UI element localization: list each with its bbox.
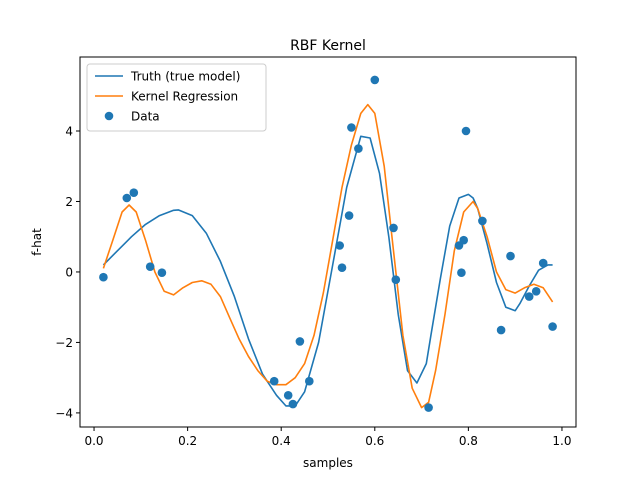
- data-point: [335, 241, 345, 250]
- y-tick-label: −2: [55, 336, 73, 350]
- x-axis-label: samples: [303, 456, 353, 470]
- legend-label: Truth (true model): [130, 70, 240, 84]
- y-tick-label: 0: [65, 265, 73, 279]
- series-line-1: [102, 103, 554, 409]
- y-tick-label: 2: [65, 195, 73, 209]
- legend-label: Kernel Regression: [131, 90, 238, 104]
- legend: Truth (true model) Kernel Regression Data: [86, 63, 267, 132]
- data-point: [288, 399, 298, 409]
- plot-frame: [79, 56, 577, 428]
- series-layer: [99, 75, 557, 412]
- data-point: [548, 322, 557, 331]
- chart-title: RBF Kernel: [290, 38, 366, 54]
- x-tick-label: 0.6: [365, 434, 384, 448]
- data-point: [344, 211, 354, 220]
- data-point: [157, 268, 167, 278]
- series-line-0: [102, 135, 553, 407]
- data-point: [506, 251, 515, 261]
- data-point: [524, 292, 534, 301]
- data-point: [389, 223, 398, 233]
- data-point: [354, 144, 363, 153]
- legend-frame: [86, 63, 267, 132]
- data-point: [99, 272, 108, 282]
- data-point: [347, 123, 356, 132]
- data-point: [129, 188, 139, 197]
- y-tick-label: 4: [65, 125, 73, 139]
- data-point: [370, 75, 380, 85]
- x-tick-label: 0.0: [84, 434, 103, 448]
- data-point: [424, 403, 433, 412]
- data-point: [295, 337, 305, 346]
- data-point: [478, 216, 487, 226]
- data-point: [305, 376, 314, 386]
- x-tick-label: 0.8: [459, 434, 478, 448]
- data-point: [531, 287, 541, 296]
- x-tick-label: 1.0: [552, 434, 571, 448]
- data-point: [391, 275, 401, 285]
- legend-label: Data: [131, 110, 160, 124]
- data-point: [283, 391, 293, 400]
- data-point: [459, 235, 469, 245]
- data-point: [337, 263, 347, 273]
- data-point: [122, 193, 132, 203]
- legend-swatch-marker: [104, 111, 114, 121]
- axes-layer: 0.0 0.2 0.4 0.6 0.8 1.0 −4 −2 0 2 4: [55, 125, 571, 449]
- y-axis-label: f-hat: [30, 228, 44, 256]
- data-point: [145, 262, 155, 272]
- y-tick-label: −4: [55, 406, 73, 420]
- x-tick-label: 0.2: [178, 434, 197, 448]
- data-point: [538, 258, 548, 268]
- x-tick-label: 0.4: [272, 434, 291, 448]
- data-point: [269, 376, 279, 386]
- data-point: [461, 126, 471, 136]
- data-point: [457, 268, 466, 278]
- data-point: [496, 325, 506, 335]
